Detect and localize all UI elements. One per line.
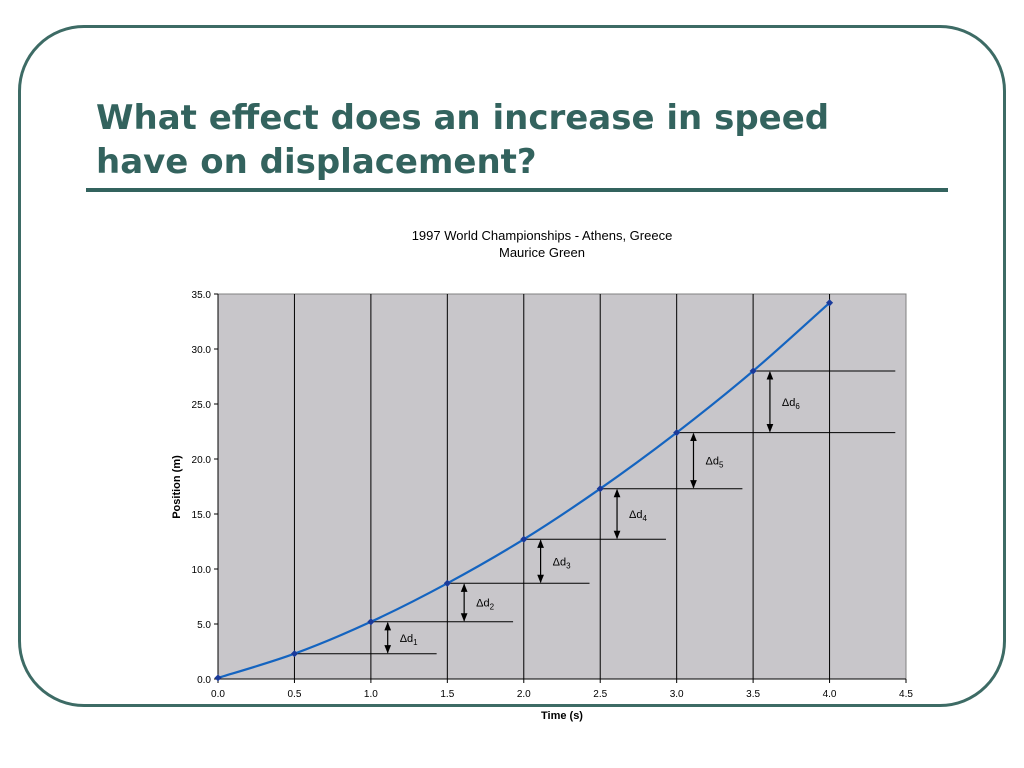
y-tick-label: 30.0	[192, 345, 212, 356]
x-tick-label: 4.5	[899, 689, 913, 700]
gridlines	[293, 294, 831, 679]
axes: 0.0 0.5 1.0 1.5 2.0 2.5 3.0 3.5 4.0 4.5 0.0 5.0 10.0…	[192, 290, 914, 700]
y-axis-label: Position (m)	[171, 455, 183, 519]
data-point	[443, 579, 451, 587]
data-point	[826, 299, 834, 307]
y-tick-label: 10.0	[192, 565, 212, 576]
data-point	[596, 485, 604, 493]
x-tick-label: 1.0	[364, 689, 378, 700]
x-tick-label: 0.0	[211, 689, 225, 700]
slide-title-line-2: have on displacement?	[96, 142, 537, 182]
y-tick-label: 0.0	[197, 675, 211, 686]
data-point	[290, 650, 298, 658]
slide-frame	[18, 25, 1006, 707]
y-tick-label: 35.0	[192, 290, 212, 301]
chart-title: 1997 World Championships - Athens, Greec…	[412, 228, 673, 243]
plot-area	[217, 293, 907, 680]
y-tick-label: 20.0	[192, 455, 212, 466]
data-series	[214, 299, 834, 682]
y-tick-label: 25.0	[192, 400, 212, 411]
x-tick-label: 4.0	[823, 689, 837, 700]
data-point	[367, 618, 375, 626]
slide-title: What effect does an increase in speed ha…	[96, 96, 896, 184]
x-tick-label: 1.5	[440, 689, 454, 700]
title-underline	[86, 188, 948, 192]
data-point	[673, 429, 681, 437]
position-time-chart: 1997 World Championships - Athens, Greec…	[171, 228, 914, 722]
slide-title-line-1: What effect does an increase in speed	[96, 98, 830, 138]
x-tick-label: 3.0	[670, 689, 684, 700]
x-axis-label: Time (s)	[541, 710, 583, 722]
y-tick-label: 5.0	[197, 620, 211, 631]
data-point	[749, 367, 757, 375]
x-tick-label: 2.5	[593, 689, 607, 700]
x-tick-label: 3.5	[746, 689, 760, 700]
y-tick-label: 15.0	[192, 510, 212, 521]
x-tick-label: 2.0	[517, 689, 531, 700]
chart-subtitle: Maurice Green	[499, 245, 585, 260]
x-tick-label: 0.5	[287, 689, 301, 700]
data-point	[520, 535, 528, 543]
